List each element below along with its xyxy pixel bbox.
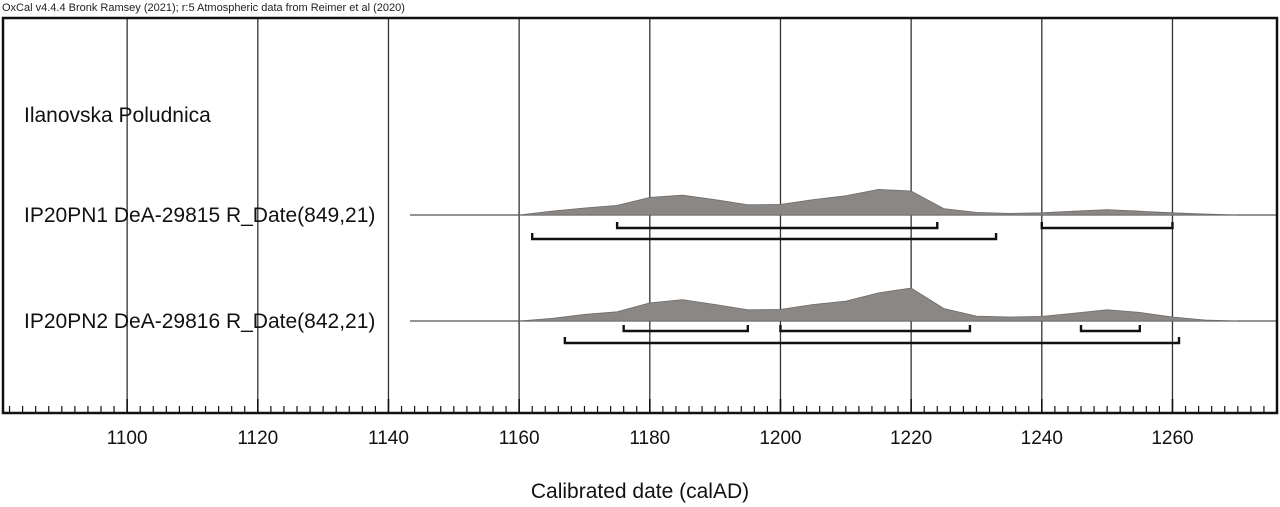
series-label: IP20PN1 DeA-29815 R_Date(849,21) <box>24 204 375 227</box>
range-95-bracket <box>563 337 1181 345</box>
tick-label-1180: 1180 <box>629 428 670 449</box>
x-axis-tick-labels: 1100 1120 1140 1160 1180 1200 1220 1240 1260 <box>107 428 1194 449</box>
credit-line: OxCal v4.4.4 Bronk Ramsey (2021); r:5 At… <box>2 2 405 14</box>
group-label: Ilanovska Poludnica <box>24 104 211 127</box>
series-label: IP20PN2 DeA-29816 R_Date(842,21) <box>24 310 375 333</box>
tick-label-1160: 1160 <box>499 428 540 449</box>
probability-distribution <box>519 188 1238 216</box>
tick-label-1220: 1220 <box>890 428 932 449</box>
tick-label-1140: 1140 <box>368 428 409 449</box>
tick-label-1200: 1200 <box>759 428 801 449</box>
range-68-bracket <box>615 222 939 230</box>
probability-distribution <box>519 287 1238 322</box>
x-axis-label: Calibrated date (calAD) <box>531 480 749 503</box>
tick-label-1100: 1100 <box>107 428 148 449</box>
series-group: IP20PN1 DeA-29815 R_Date(849,21) IP20PN2 … <box>24 188 1277 345</box>
plot-frame <box>1 16 1279 415</box>
tick-label-1120: 1120 <box>237 428 278 449</box>
range-68-bracket <box>779 325 972 333</box>
range-68-bracket <box>1040 222 1174 230</box>
x-axis-ticks <box>8 399 1278 413</box>
tick-label-1260: 1260 <box>1151 428 1193 449</box>
range-95-bracket <box>531 233 998 241</box>
series-1: IP20PN1 DeA-29815 R_Date(849,21) <box>24 188 1277 241</box>
range-68-bracket <box>622 325 749 333</box>
range-68-bracket <box>1079 325 1141 333</box>
tick-label-1240: 1240 <box>1021 428 1063 449</box>
series-2: IP20PN2 DeA-29816 R_Date(842,21) <box>24 287 1277 345</box>
